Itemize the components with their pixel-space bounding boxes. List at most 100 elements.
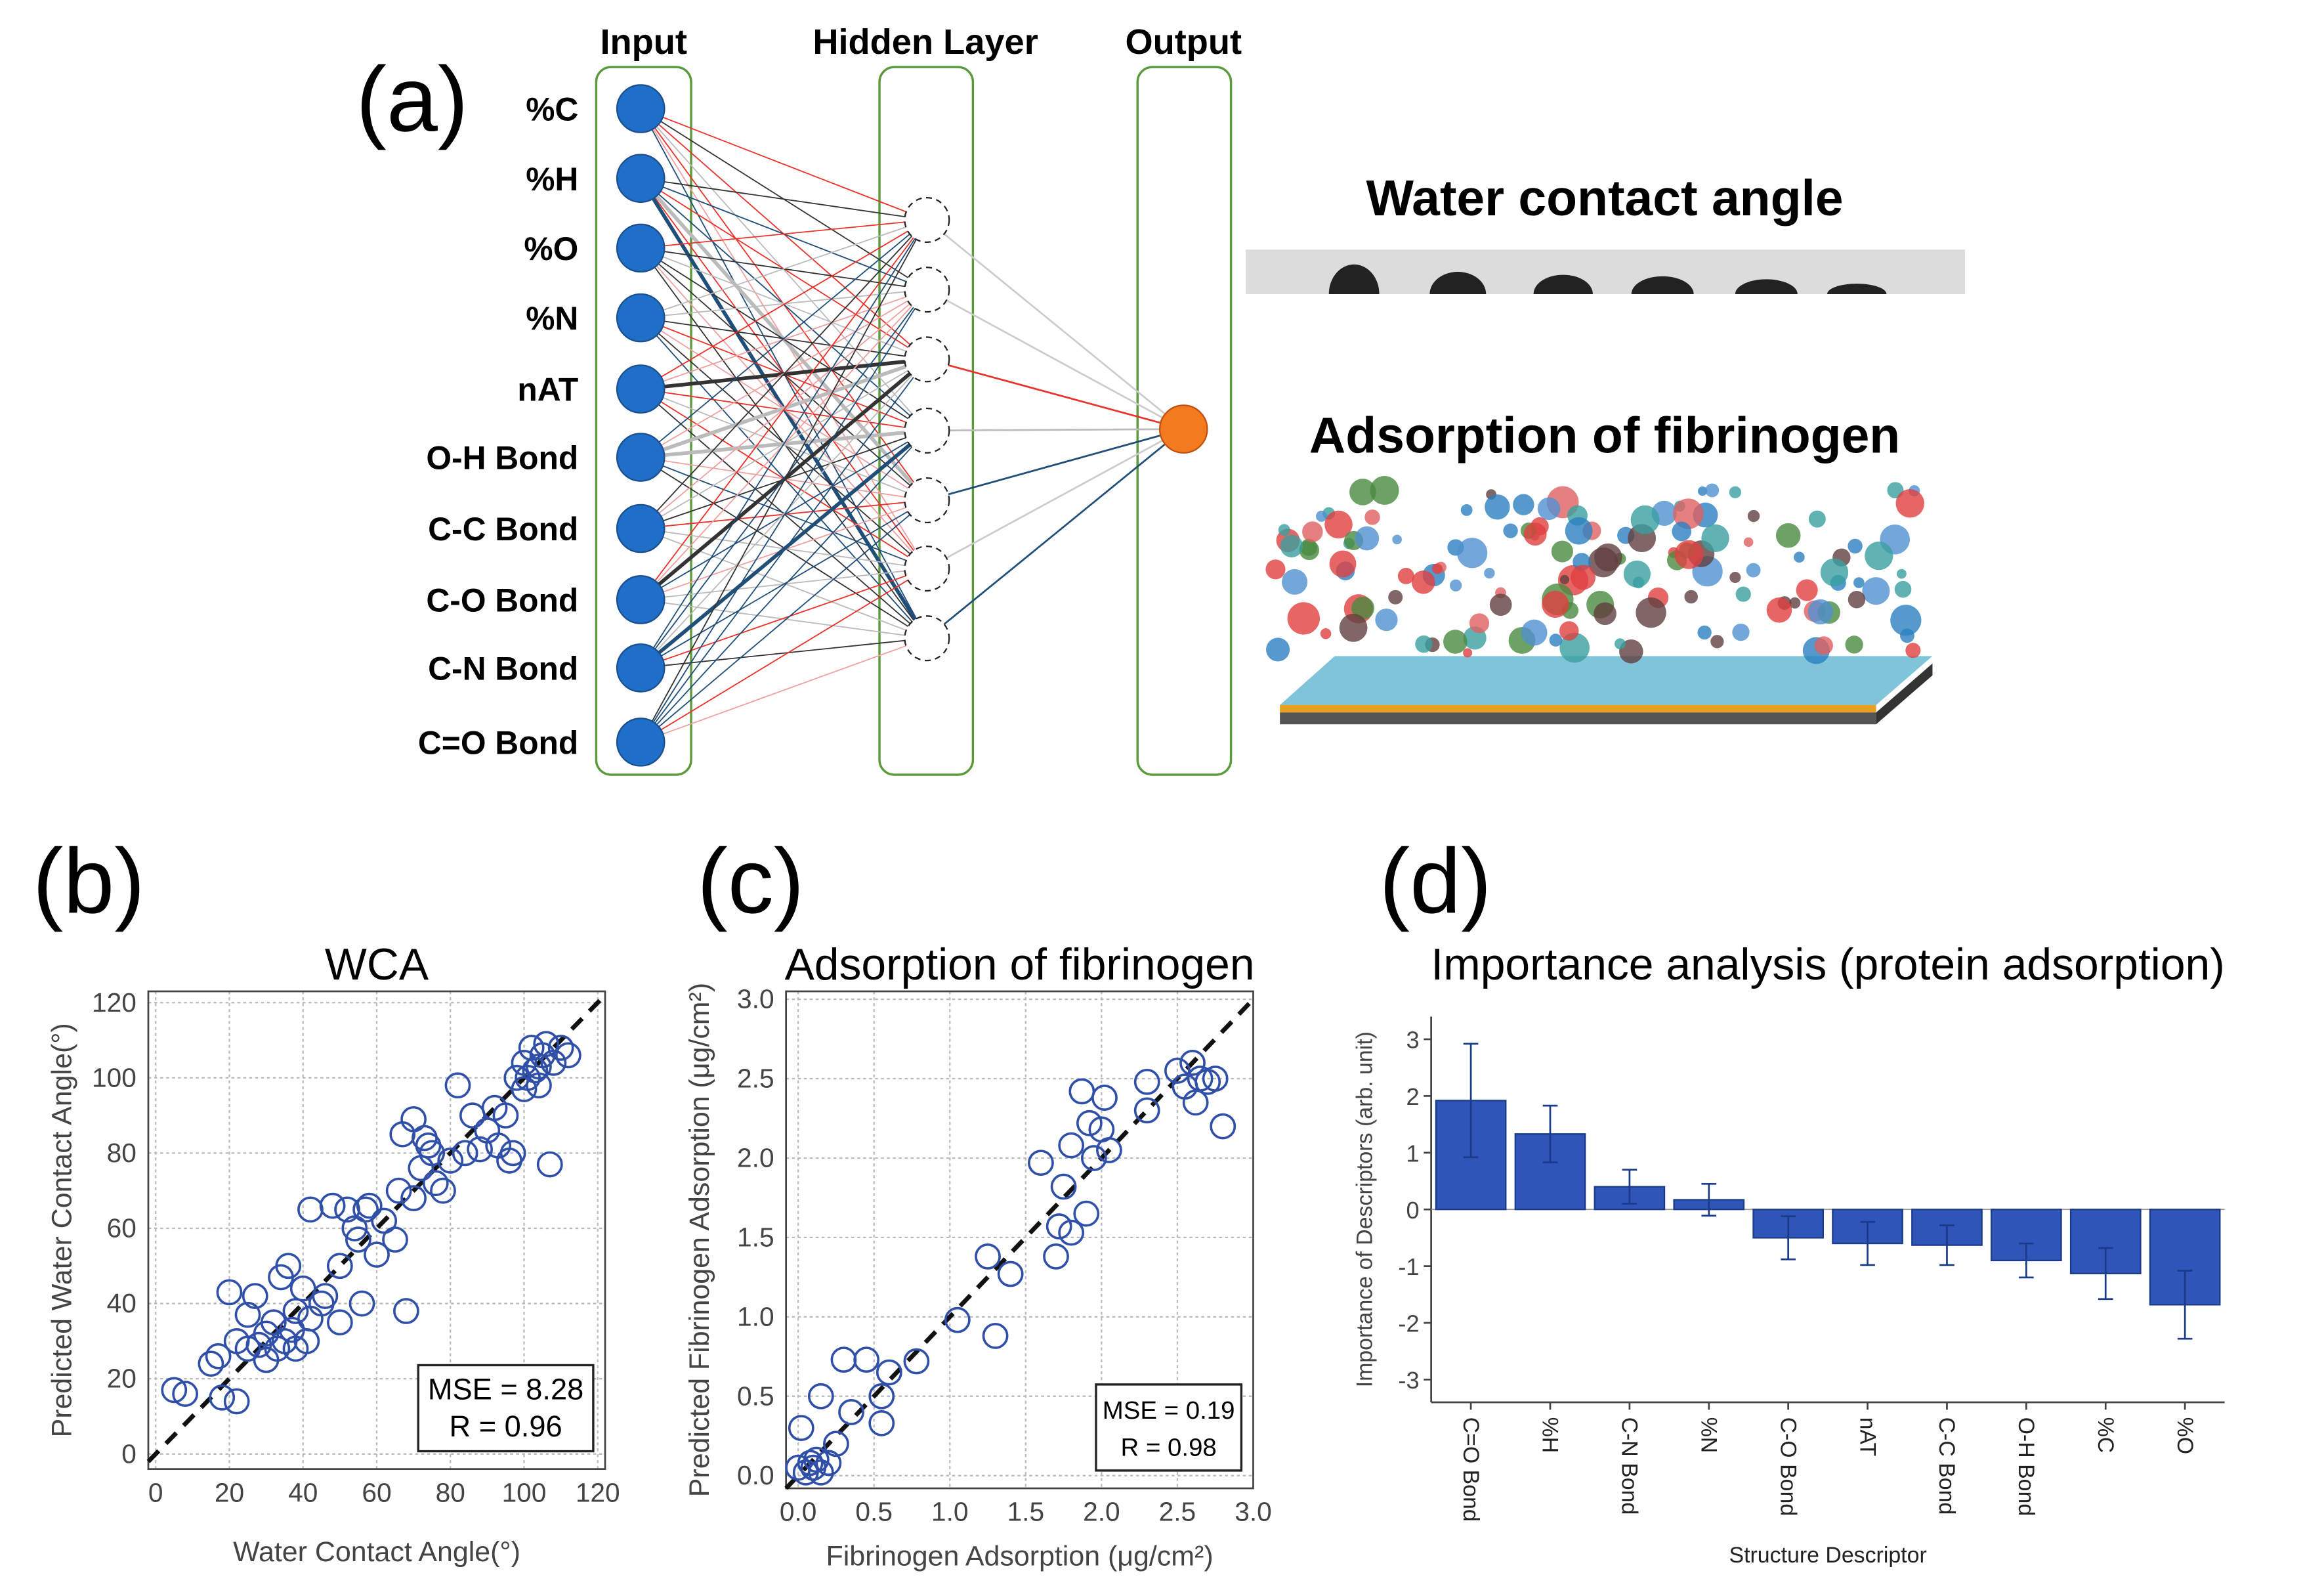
protein-blob <box>1489 593 1512 616</box>
y-tick-label: -3 <box>1398 1367 1419 1394</box>
y-tick-label: 120 <box>92 987 137 1018</box>
point <box>1133 1097 1160 1124</box>
hidden-node <box>904 615 950 662</box>
protein-blob <box>1630 505 1660 534</box>
point <box>1096 1136 1122 1163</box>
protein-blob <box>1456 538 1488 569</box>
protein-blob <box>1808 510 1826 528</box>
connection <box>640 219 927 529</box>
connection <box>639 429 929 670</box>
x-tick-label: 3.0 <box>1235 1497 1272 1527</box>
point <box>459 1102 486 1129</box>
point <box>1202 1066 1229 1092</box>
protein-blob <box>1615 638 1626 650</box>
protein-blob <box>1766 597 1792 623</box>
x-tick-label: 2.5 <box>1159 1497 1196 1527</box>
hidden-node <box>904 336 950 383</box>
input-label: %O <box>524 230 578 267</box>
x-tick-label: 1.5 <box>1007 1497 1045 1527</box>
protein-blob <box>1746 563 1761 578</box>
point <box>1058 1132 1085 1159</box>
droplets <box>1328 264 1887 294</box>
point <box>264 1335 291 1362</box>
protein-blob <box>1503 523 1518 538</box>
protein-blob <box>1537 497 1561 521</box>
connection <box>641 177 927 221</box>
y-axis-label: Predicted Water Contact Angle(°) <box>46 1023 77 1437</box>
y-tick-label: 3 <box>1406 1027 1419 1054</box>
x-tick-label: %N <box>1696 1417 1721 1454</box>
point <box>1091 1085 1118 1111</box>
point <box>515 1064 541 1091</box>
point <box>868 1410 895 1436</box>
protein-blob <box>1894 580 1912 598</box>
layer-box <box>878 66 975 776</box>
x-tick-label: 120 <box>576 1477 620 1507</box>
chart-title: Importance analysis (protein adsorption) <box>1431 940 2224 989</box>
annotation: MSE = 8.28 <box>428 1372 583 1406</box>
protein-blob <box>1796 579 1818 601</box>
protein-blob <box>1594 602 1616 626</box>
protein-blob <box>1775 523 1801 548</box>
protein-blob <box>1684 590 1698 604</box>
y-tick-label: 100 <box>92 1062 137 1092</box>
protein-blob <box>1266 637 1290 662</box>
x-tick-label: C-N Bond <box>1617 1417 1642 1515</box>
protein-blob <box>1449 579 1462 592</box>
point <box>903 1348 930 1375</box>
protein-blob <box>1549 634 1563 647</box>
connection <box>641 599 927 639</box>
point <box>161 1377 188 1404</box>
point <box>1068 1078 1095 1105</box>
point <box>1179 1049 1206 1076</box>
point <box>807 1383 834 1410</box>
point <box>853 1346 880 1373</box>
point <box>803 1446 830 1473</box>
connection <box>926 428 1184 570</box>
protein-blob <box>1697 625 1712 640</box>
protein-blob <box>1364 509 1380 525</box>
protein-blob <box>1905 643 1921 658</box>
connection <box>640 219 927 318</box>
chart-title: WCA <box>325 940 429 989</box>
point <box>1076 1109 1103 1136</box>
point <box>815 1450 842 1476</box>
point <box>1164 1058 1191 1084</box>
point <box>1050 1173 1077 1200</box>
point <box>205 1343 232 1369</box>
x-axis-label: Water Contact Angle(°) <box>233 1536 520 1568</box>
point <box>452 1140 478 1167</box>
protein-blob <box>1300 538 1318 556</box>
connection <box>926 428 1184 502</box>
x-tick-label: C-O Bond <box>1775 1417 1800 1517</box>
connection <box>640 568 927 669</box>
input-node <box>616 643 666 693</box>
connection <box>926 219 1185 430</box>
point <box>1073 1200 1100 1227</box>
connection <box>640 637 927 743</box>
connection <box>640 219 928 600</box>
panel-label: (d) <box>1380 829 1492 932</box>
protein-blob <box>1900 628 1914 643</box>
protein-blob <box>1339 613 1368 642</box>
point <box>356 1192 383 1219</box>
point <box>382 1226 408 1253</box>
point <box>499 1140 526 1167</box>
y-tick-label: 1.5 <box>737 1222 774 1252</box>
point <box>437 1147 464 1174</box>
point <box>492 1102 519 1129</box>
point <box>876 1359 902 1386</box>
input-label: C-O Bond <box>426 582 578 619</box>
point <box>982 1322 1009 1349</box>
hidden-node <box>904 267 950 313</box>
point <box>1058 1219 1085 1246</box>
protein-blob <box>1848 538 1863 554</box>
annotation-box <box>1095 1383 1243 1472</box>
layer-title: Input <box>600 22 687 62</box>
protein-blob <box>1302 521 1323 542</box>
point <box>444 1072 471 1099</box>
x-tick-label: 60 <box>362 1477 391 1507</box>
input-label: C-C Bond <box>428 511 578 548</box>
annotation: R = 0.96 <box>450 1410 562 1443</box>
point <box>275 1253 302 1280</box>
